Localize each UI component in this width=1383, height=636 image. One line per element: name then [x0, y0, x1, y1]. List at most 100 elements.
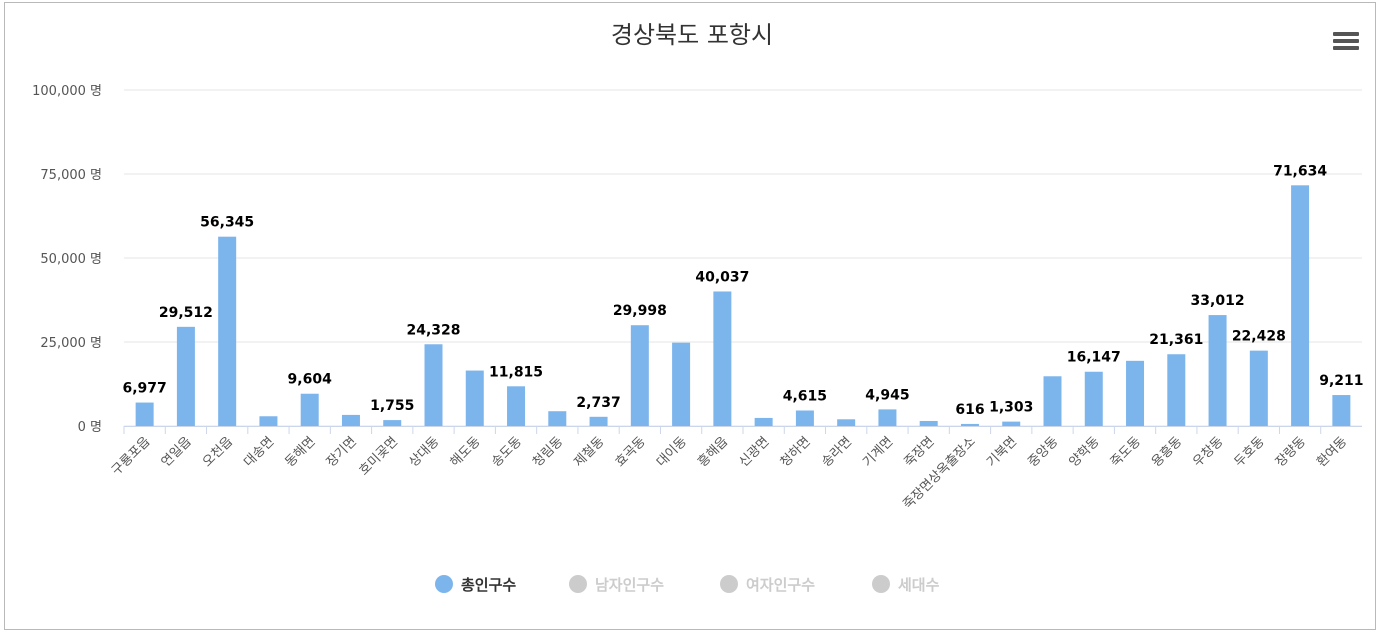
bar[interactable]: [1249, 350, 1268, 426]
bar[interactable]: [218, 236, 237, 426]
data-label: 4,615: [783, 388, 827, 404]
y-tick-label: 50,000 명: [40, 252, 102, 267]
x-tick-label: 장량동: [1273, 434, 1309, 470]
y-tick-label: 100,000 명: [32, 84, 102, 99]
x-tick-label: 연일읍: [159, 434, 195, 470]
bar[interactable]: [1291, 185, 1310, 426]
data-label: 1,755: [370, 398, 414, 414]
y-tick-label: 25,000 명: [40, 336, 102, 351]
x-tick-label: 효곡동: [613, 434, 649, 470]
legend-marker: [569, 575, 587, 593]
bar[interactable]: [1126, 360, 1145, 426]
data-label: 1,303: [989, 400, 1033, 416]
bar[interactable]: [135, 402, 154, 426]
legend-marker: [435, 575, 453, 593]
y-axis: 0 명 25,000 명 50,000 명 75,000 명 100,000 명: [32, 84, 102, 435]
bar[interactable]: [713, 291, 732, 426]
data-label: 71,634: [1273, 163, 1327, 179]
bar[interactable]: [1332, 395, 1351, 426]
x-tick-label: 죽장면: [902, 434, 938, 470]
x-tick-label: 송도동: [489, 434, 525, 470]
x-tick-label: 장기면: [324, 434, 360, 470]
legend-item[interactable]: 남자인구수: [569, 575, 664, 594]
bar[interactable]: [383, 420, 402, 426]
data-label: 29,512: [159, 305, 213, 321]
legend-marker: [720, 575, 738, 593]
bar[interactable]: [1167, 354, 1186, 426]
data-label: 56,345: [200, 215, 254, 231]
legend-item[interactable]: 총인구수: [435, 575, 516, 594]
x-tick-label: 양학동: [1067, 434, 1103, 470]
x-tick-label: 기계면: [860, 434, 896, 470]
data-labels: 6,977 29,512 56,345 9,604 1,755 24,328 11,815 2…: [122, 163, 1363, 418]
bar[interactable]: [465, 370, 484, 426]
bar[interactable]: [919, 420, 938, 426]
x-tick-label: 동해면: [283, 434, 319, 470]
bar[interactable]: [1208, 315, 1227, 426]
bar[interactable]: [960, 423, 979, 426]
x-tick-label: 상대동: [406, 434, 442, 470]
x-tick-label: 중앙동: [1025, 434, 1061, 470]
bar-series: [135, 185, 1351, 426]
bar[interactable]: [507, 386, 526, 426]
x-tick-label: 신광면: [736, 434, 772, 470]
x-tick-label: 호미곶면: [357, 434, 401, 478]
bar[interactable]: [1043, 376, 1062, 426]
x-tick-label: 환여동: [1314, 434, 1350, 470]
data-label: 2,737: [576, 395, 620, 411]
bar[interactable]: [176, 326, 195, 426]
legend-label: 총인구수: [461, 576, 516, 594]
legend-label: 세대수: [898, 576, 940, 594]
bar[interactable]: [341, 414, 360, 426]
bar[interactable]: [878, 409, 897, 426]
menu-icon[interactable]: [1333, 32, 1359, 54]
x-tick-label: 해도동: [448, 434, 484, 470]
bar[interactable]: [837, 419, 856, 426]
bar[interactable]: [1084, 371, 1103, 426]
data-label: 11,815: [489, 364, 543, 380]
bar[interactable]: [1002, 421, 1021, 426]
bar[interactable]: [672, 342, 691, 426]
bar[interactable]: [795, 410, 814, 426]
x-tick-label: 청림동: [530, 434, 566, 470]
legend-label: 남자인구수: [595, 576, 664, 594]
bar[interactable]: [259, 416, 278, 426]
bar[interactable]: [548, 411, 567, 426]
data-label: 4,945: [865, 387, 909, 403]
x-tick-label: 오천읍: [200, 434, 236, 470]
x-tick-label: 구룡포읍: [109, 434, 153, 478]
bar[interactable]: [300, 393, 319, 426]
legend-label: 여자인구수: [746, 576, 815, 594]
x-tick-label: 기북면: [984, 434, 1020, 470]
y-tick-label: 0 명: [78, 420, 102, 435]
chart-title: 경상북도 포항시: [611, 21, 773, 49]
x-tick-label: 대이동: [654, 434, 690, 470]
legend-marker: [872, 575, 890, 593]
x-tick-label: 우창동: [1190, 434, 1226, 470]
data-label: 6,977: [122, 381, 166, 397]
x-tick-label: 송라면: [819, 434, 855, 470]
legend-item[interactable]: 여자인구수: [720, 575, 815, 594]
data-label: 16,147: [1067, 350, 1121, 366]
bar[interactable]: [424, 344, 443, 426]
x-tick-label: 대송면: [241, 434, 277, 470]
bar[interactable]: [754, 417, 773, 426]
data-label: 616: [955, 402, 984, 418]
legend: 총인구수 남자인구수 여자인구수 세대수: [435, 575, 940, 594]
x-tick-label: 흥해읍: [695, 434, 731, 470]
data-label: 40,037: [695, 269, 749, 285]
data-label: 22,428: [1232, 329, 1286, 345]
bar[interactable]: [589, 416, 608, 426]
data-label: 29,998: [613, 303, 667, 319]
x-tick-label: 제철동: [571, 434, 607, 470]
data-label: 24,328: [406, 322, 460, 338]
y-tick-label: 75,000 명: [40, 168, 102, 183]
data-label: 9,211: [1319, 373, 1363, 389]
x-tick-label: 청하면: [778, 434, 814, 470]
x-tick-label: 두호동: [1232, 434, 1268, 470]
bar[interactable]: [630, 325, 649, 426]
x-tick-label: 죽도동: [1108, 434, 1144, 470]
legend-item[interactable]: 세대수: [872, 575, 940, 594]
